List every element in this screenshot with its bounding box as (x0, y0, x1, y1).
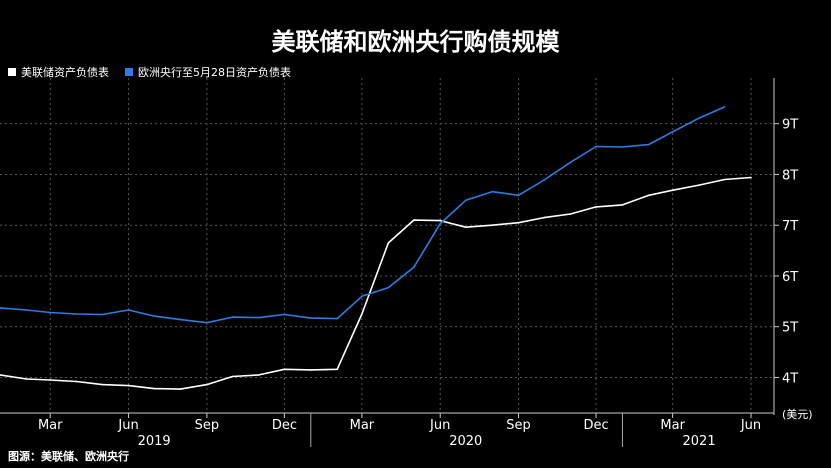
data-point-fed (179, 388, 182, 390)
data-point-ecb (179, 318, 182, 321)
data-point-ecb (517, 194, 520, 197)
data-point-fed (283, 368, 286, 371)
data-point-ecb (543, 179, 545, 181)
legend-label-fed: 美联储资产负债表 (21, 66, 109, 79)
data-point-fed (517, 221, 520, 224)
data-point-ecb (310, 317, 312, 319)
legend-swatch-ecb (125, 68, 133, 76)
data-point-fed (648, 194, 650, 197)
data-point-fed (153, 387, 155, 390)
data-point-ecb (283, 313, 286, 316)
data-point-ecb (671, 131, 674, 133)
data-point-ecb (0, 307, 1, 309)
source-note: 图源：美联储、欧洲央行 (8, 450, 129, 463)
year-label: 2021 (683, 434, 716, 449)
data-point-fed (569, 213, 572, 215)
y-tick-label: 6T (782, 270, 798, 285)
x-tick-label: Dec (583, 418, 608, 433)
data-point-fed (101, 383, 103, 386)
data-point-ecb (595, 145, 597, 148)
data-point-ecb (153, 315, 155, 317)
x-tick-label: Sep (506, 418, 531, 433)
y-tick-label: 8T (782, 168, 798, 183)
data-point-ecb (101, 313, 103, 316)
x-tick-label: Jun (429, 418, 450, 433)
legend-item-ecb: 欧洲央行至5月28日资产负债表 (125, 64, 291, 80)
data-point-fed (0, 374, 1, 376)
data-point-fed (621, 204, 624, 206)
data-point-ecb (127, 309, 130, 311)
legend-label-ecb: 欧洲央行至5月28日资产负债表 (138, 66, 291, 79)
legend-swatch-fed (8, 68, 16, 76)
x-tick-label: Mar (350, 418, 375, 433)
data-point-fed (595, 206, 597, 208)
data-point-fed (543, 216, 545, 219)
x-tick-label: Dec (272, 418, 297, 433)
data-point-fed (206, 383, 208, 386)
data-point-fed (439, 219, 442, 222)
data-point-ecb (698, 117, 700, 119)
y-tick-label: 9T (782, 118, 798, 133)
x-tick-label: Jun (117, 418, 138, 433)
data-point-ecb (361, 295, 363, 298)
legend-item-fed: 美联储资产负债表 (8, 64, 109, 80)
y-tick-label: 7T (782, 219, 798, 234)
data-point-fed (750, 176, 752, 179)
y-tick-label: 5T (782, 321, 798, 336)
data-point-ecb (465, 199, 467, 202)
data-point-ecb (49, 311, 51, 314)
year-label: 2019 (138, 434, 171, 449)
data-point-fed (127, 384, 130, 387)
data-point-ecb (569, 161, 572, 164)
data-point-fed (75, 380, 78, 383)
data-point-ecb (439, 222, 442, 225)
data-point-ecb (231, 316, 234, 318)
data-point-ecb (387, 286, 390, 289)
data-point-fed (361, 313, 363, 315)
legend: 美联储资产负债表 欧洲央行至5月28日资产负债表 (8, 64, 307, 80)
year-label: 2020 (449, 434, 482, 449)
data-point-fed (336, 368, 339, 371)
data-point-ecb (25, 309, 28, 311)
data-point-fed (387, 242, 390, 244)
chart-title: 美联储和欧洲央行购债规模 (271, 28, 560, 56)
data-point-fed (49, 379, 51, 381)
data-point-ecb (206, 321, 208, 324)
x-tick-label: Mar (660, 418, 685, 433)
data-point-ecb (258, 316, 260, 319)
data-point-ecb (621, 146, 624, 148)
data-point-fed (698, 184, 700, 186)
data-point-ecb (723, 106, 726, 108)
data-point-fed (231, 375, 234, 378)
data-point-fed (413, 219, 415, 221)
data-point-fed (723, 178, 726, 181)
data-point-fed (25, 378, 28, 380)
x-tick-label: Jun (740, 418, 761, 433)
data-point-ecb (336, 317, 339, 320)
data-point-fed (465, 226, 467, 228)
data-point-ecb (648, 143, 650, 146)
data-point-ecb (413, 266, 415, 269)
unit-label: (美元) (782, 408, 813, 421)
data-point-ecb (491, 190, 494, 193)
series-line-fed (0, 176, 752, 390)
y-tick-label: 4T (782, 371, 798, 386)
x-tick-label: Sep (195, 418, 220, 433)
data-point-fed (310, 369, 312, 371)
x-tick-label: Mar (38, 418, 63, 433)
data-point-fed (671, 189, 674, 191)
data-point-fed (491, 224, 494, 226)
data-point-fed (258, 374, 260, 376)
data-point-ecb (75, 313, 78, 315)
